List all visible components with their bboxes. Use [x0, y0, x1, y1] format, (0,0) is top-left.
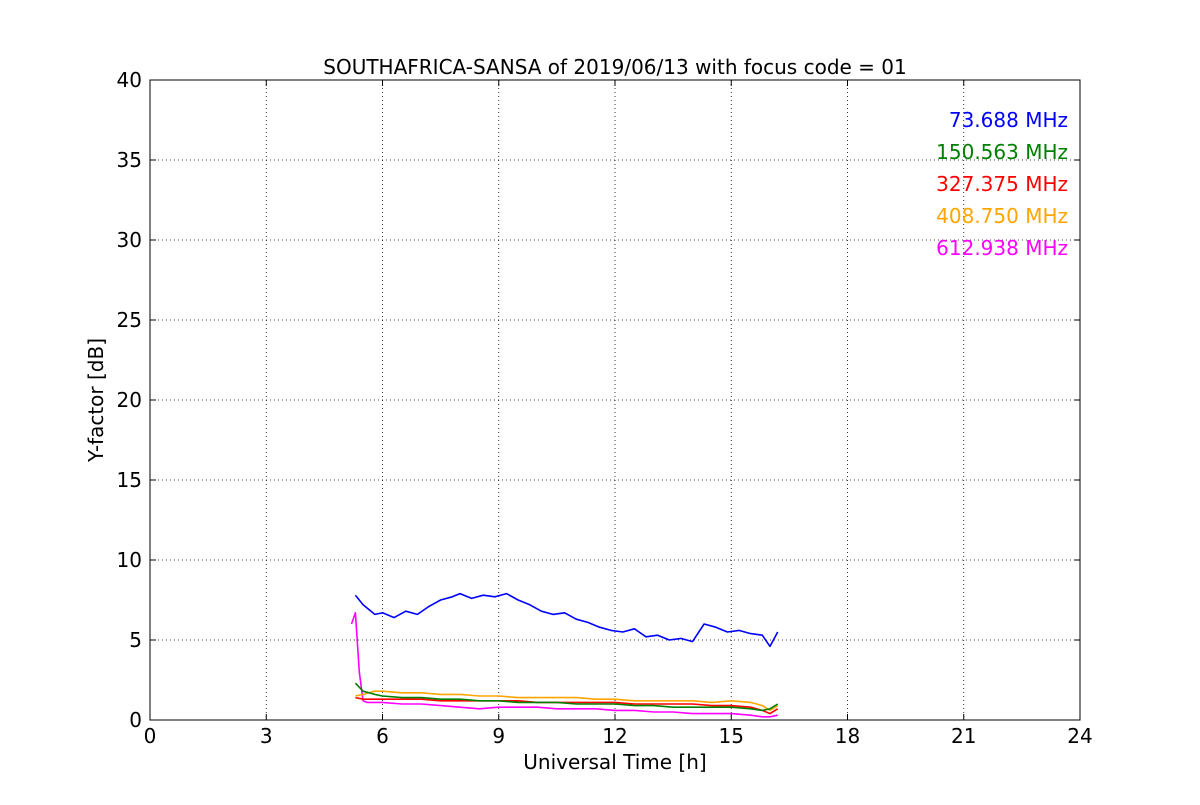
tick-layer: 0 3 6 9 12 15 18 21 24 0 5 10 15 20 25 30 35 40 [117, 68, 1093, 748]
x-tick-label: 21 [951, 724, 976, 748]
x-tick-label: 18 [835, 724, 860, 748]
y-tick-label: 0 [129, 708, 142, 732]
grid-layer [150, 80, 1080, 720]
y-tick-label: 15 [117, 468, 142, 492]
y-axis-label: Y-factor [dB] [84, 338, 108, 463]
series-line-4 [350, 611, 778, 718]
y-tick-label: 35 [117, 148, 142, 172]
y-tick-label: 5 [129, 628, 142, 652]
series-line-0 [354, 592, 779, 648]
x-tick-label: 24 [1067, 724, 1092, 748]
series-line-1 [354, 682, 779, 712]
x-tick-label: 12 [602, 724, 627, 748]
x-tick-label: 9 [492, 724, 505, 748]
y-tick-label: 40 [117, 68, 142, 92]
legend-entry: 327.375 MHz [936, 172, 1068, 196]
y-tick-label: 30 [117, 228, 142, 252]
x-tick-label: 15 [719, 724, 744, 748]
chart-title: SOUTHAFRICA-SANSA of 2019/06/13 with foc… [323, 55, 907, 79]
y-tick-label: 25 [117, 308, 142, 332]
legend-entry: 73.688 MHz [949, 108, 1068, 132]
series-layer [350, 592, 779, 718]
x-axis-label: Universal Time [h] [523, 750, 706, 774]
x-tick-label: 0 [144, 724, 157, 748]
legend-entry: 612.938 MHz [936, 236, 1068, 260]
legend-entry: 150.563 MHz [936, 140, 1068, 164]
legend: 73.688 MHz 150.563 MHz 327.375 MHz 408.750 … [936, 108, 1068, 260]
x-tick-label: 3 [260, 724, 273, 748]
y-tick-label: 20 [117, 388, 142, 412]
y-tick-label: 10 [117, 548, 142, 572]
series-line-2 [355, 696, 779, 715]
legend-entry: 408.750 MHz [936, 204, 1068, 228]
x-tick-label: 6 [376, 724, 389, 748]
series-line-3 [355, 690, 779, 712]
